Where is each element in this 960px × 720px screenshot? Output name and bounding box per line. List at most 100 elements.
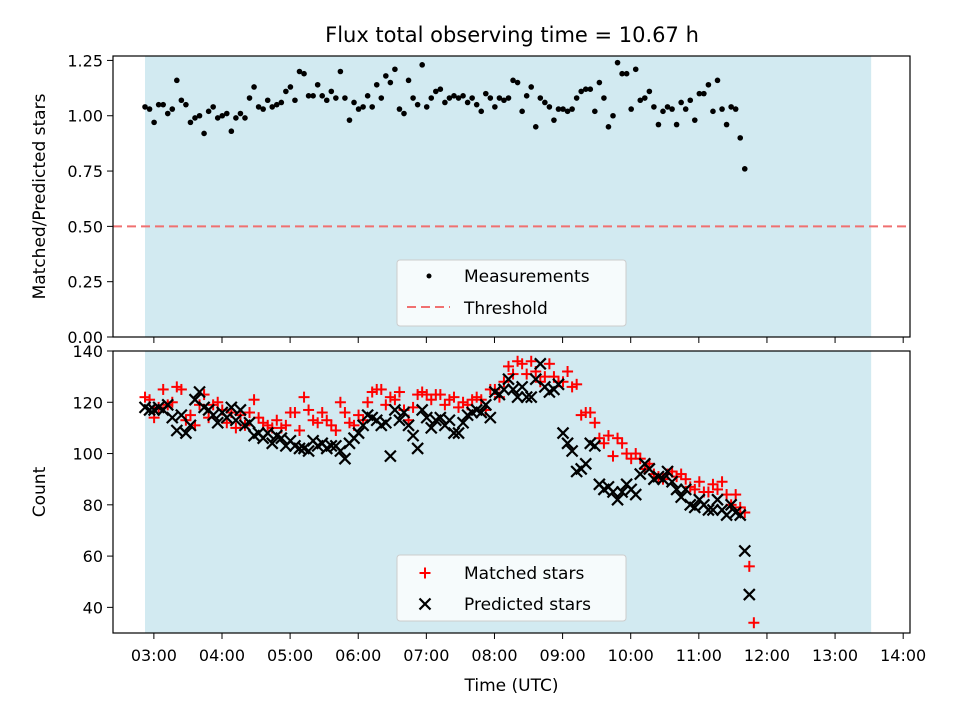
x-tick-label: 07:00 [403,646,449,665]
predicted-star-point [611,493,624,506]
x-stroke-b [643,462,656,476]
measurement-point [305,93,312,99]
predicted-star-point [588,439,602,453]
measurement-point [410,95,416,101]
x-stroke-b [743,588,756,601]
matched-star-point [503,360,515,372]
x-tick-label: 12:00 [744,646,790,665]
x-stroke-b [565,444,579,458]
x-stroke-b [406,429,420,442]
x-stroke-b [615,485,629,499]
matched-star-point [298,391,310,403]
measurement-point [323,97,330,104]
x-stroke-b [270,429,284,442]
measurement-point [691,117,698,123]
measurement-point [310,93,316,99]
x-stroke-b [393,413,406,427]
x-stroke-b [170,424,184,437]
measurement-point [328,88,335,95]
x-tick-label: 11:00 [676,646,722,665]
measurement-point [501,97,507,104]
x-stroke-b [397,406,411,419]
x-stroke-b [229,413,243,427]
measurement-point [401,110,407,117]
measurement-point [564,108,571,115]
predicted-star-point [211,416,224,430]
matched-star-point [516,358,528,370]
matched-star-point [271,414,283,426]
ratio-y-axis-label: Matched/Predicted stars [30,93,50,299]
measurement-point [283,88,289,95]
matched-star-point [212,396,224,408]
x-stroke-b [515,380,529,394]
predicted-star-point [384,449,397,463]
x-stroke-b [606,485,620,499]
measurement-point [314,81,321,88]
matched-star-point [680,473,692,485]
x-stroke-b [175,408,188,422]
x-stroke-b [670,483,683,496]
predicted-star-point [234,403,247,417]
x-stroke-b [661,465,674,478]
measurement-point [396,106,403,112]
predicted-star-point [184,419,197,432]
measurement-point [360,104,366,110]
x-stroke-b [352,426,365,440]
x-stroke-b [484,411,497,424]
predicted-star-point [579,457,593,471]
predicted-star-point [738,544,752,558]
measurement-point [532,124,539,130]
matched-star-point [616,437,628,449]
measurement-point [228,128,235,135]
matched-star-point [280,419,292,431]
measurement-point [542,99,548,106]
predicted-star-point [325,439,338,453]
measurement-point [392,66,398,73]
measurement-point [405,77,412,84]
predicted-star-point [724,498,738,512]
predicted-star-point [534,357,547,371]
y-tick-label: 40 [83,598,103,617]
measurement-point [242,115,248,121]
predicted-star-point [670,483,683,496]
matched-star-point [375,383,387,395]
measurement-point [655,121,662,128]
measurement-point [546,104,553,110]
x-stroke-b [652,470,665,483]
x-stroke-b [265,437,279,450]
predicted-star-point [743,588,756,601]
predicted-star-point [565,444,579,458]
measurement-point [355,106,362,112]
predicted-star-point [352,426,365,440]
predicted-star-point [275,431,288,445]
matched-star-point [730,489,742,501]
measurement-point [301,70,307,77]
x-stroke-b [584,437,597,450]
x-stroke-b [365,411,379,424]
matched-star-point [293,424,305,436]
matched-star-point [312,417,324,429]
predicted-star-point [633,467,647,481]
measurement-point [455,95,462,101]
predicted-star-point [261,426,274,440]
y-tick-label: 0.00 [67,328,103,347]
measurement-point [246,95,253,101]
matched-star-point [525,355,537,367]
measurement-point [469,95,475,101]
matched-star-point [316,407,328,419]
predicted-stars-points [138,357,756,601]
x-stroke-b [497,383,511,396]
x-stroke-b [479,398,493,412]
legend-measurements-label: Measurements [464,267,590,287]
measurement-point [442,99,448,106]
x-stroke-b [165,411,179,424]
matched-star-point [557,376,569,388]
legend-matched-label: Matched stars [464,564,584,584]
x-stroke-b [302,444,315,458]
predicted-star-point [265,437,279,450]
x-stroke-b [579,457,593,471]
predicted-star-point [193,385,206,399]
x-stroke-b [184,419,197,432]
predicted-star-point [379,416,393,430]
x-stroke-b [234,403,247,417]
